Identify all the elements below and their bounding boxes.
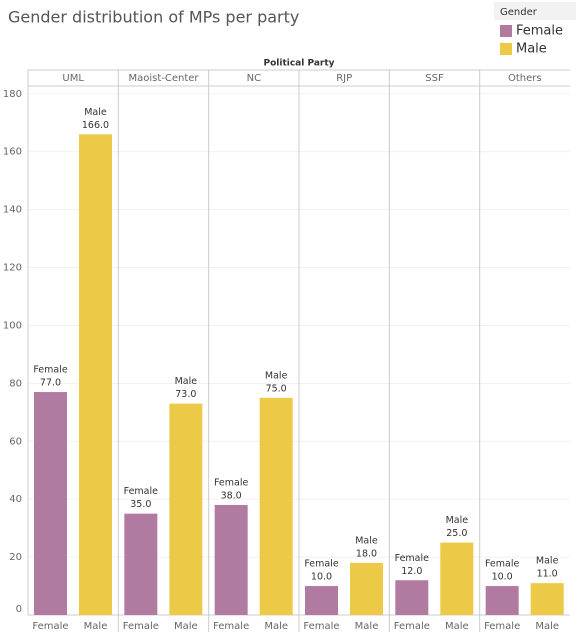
party-header: Others — [508, 73, 542, 84]
y-tick-label: 140 — [3, 205, 22, 216]
y-tick-label: 180 — [3, 89, 22, 100]
data-label: 73.0 — [175, 389, 196, 400]
x-tick-label: Female — [484, 621, 520, 632]
data-label-name: Female — [33, 365, 68, 376]
column-header: Political Party — [264, 59, 335, 69]
party-header: UML — [62, 73, 84, 84]
y-tick-label: 80 — [9, 378, 22, 389]
data-label-name: Female — [124, 486, 159, 497]
bar — [485, 586, 519, 615]
data-label: 38.0 — [221, 490, 242, 501]
y-tick-label: 40 — [9, 494, 22, 505]
data-label: 10.0 — [311, 572, 332, 583]
data-label-name: Male — [84, 107, 107, 118]
legend-label: Male — [516, 42, 547, 57]
data-label: 77.0 — [40, 378, 61, 389]
data-label: 35.0 — [130, 499, 151, 510]
legend-swatch — [500, 43, 512, 55]
bar — [34, 392, 67, 615]
x-tick-label: Male — [535, 621, 559, 632]
x-tick-label: Female — [32, 621, 68, 632]
legend-title: Gender — [500, 7, 538, 18]
data-label: 11.0 — [537, 569, 558, 580]
data-label: 18.0 — [356, 548, 377, 559]
bar — [350, 562, 383, 615]
x-tick-label: Male — [84, 621, 108, 632]
legend-label: Female — [516, 24, 563, 39]
y-tick-label: 160 — [3, 147, 22, 158]
chart-title: Gender distribution of MPs per party — [8, 8, 299, 27]
x-tick-label: Female — [394, 621, 430, 632]
y-tick-label: 20 — [9, 552, 22, 563]
bar — [214, 504, 248, 615]
y-tick-label: 60 — [9, 436, 22, 447]
legend-swatch — [500, 25, 512, 37]
data-label: 25.0 — [446, 528, 467, 539]
x-tick-label: Male — [264, 621, 288, 632]
x-tick-label: Male — [355, 621, 379, 632]
legend-title-bg — [494, 2, 576, 20]
y-tick-label: 120 — [3, 263, 22, 274]
y-tick-label: 100 — [3, 320, 22, 331]
data-label: 75.0 — [266, 383, 287, 394]
data-label: 166.0 — [82, 120, 109, 131]
party-header: RJP — [336, 73, 352, 84]
data-label: 10.0 — [492, 572, 513, 583]
bar — [124, 513, 158, 615]
x-tick-label: Male — [445, 621, 469, 632]
x-tick-label: Male — [174, 621, 198, 632]
data-label-name: Female — [304, 559, 339, 570]
data-label-name: Male — [355, 535, 378, 546]
x-tick-label: Female — [213, 621, 249, 632]
bar — [395, 580, 429, 615]
data-label-name: Male — [175, 376, 198, 387]
data-label: 12.0 — [401, 566, 422, 577]
bar — [169, 403, 203, 615]
party-header: SSF — [425, 73, 444, 84]
x-tick-label: Female — [303, 621, 339, 632]
data-label-name: Male — [536, 556, 559, 567]
x-tick-label: Female — [123, 621, 159, 632]
bar — [440, 542, 474, 615]
bar — [305, 586, 338, 615]
party-header: NC — [247, 73, 261, 84]
bar — [530, 583, 564, 615]
data-label-name: Female — [395, 553, 430, 564]
party-header: Maoist-Center — [128, 73, 199, 84]
data-label-name: Female — [485, 559, 520, 570]
data-label-name: Male — [446, 515, 469, 526]
bar — [79, 134, 112, 616]
bar — [259, 397, 293, 615]
data-label-name: Male — [265, 370, 288, 381]
y-tick-label: 0 — [16, 604, 22, 615]
data-label-name: Female — [214, 477, 249, 488]
